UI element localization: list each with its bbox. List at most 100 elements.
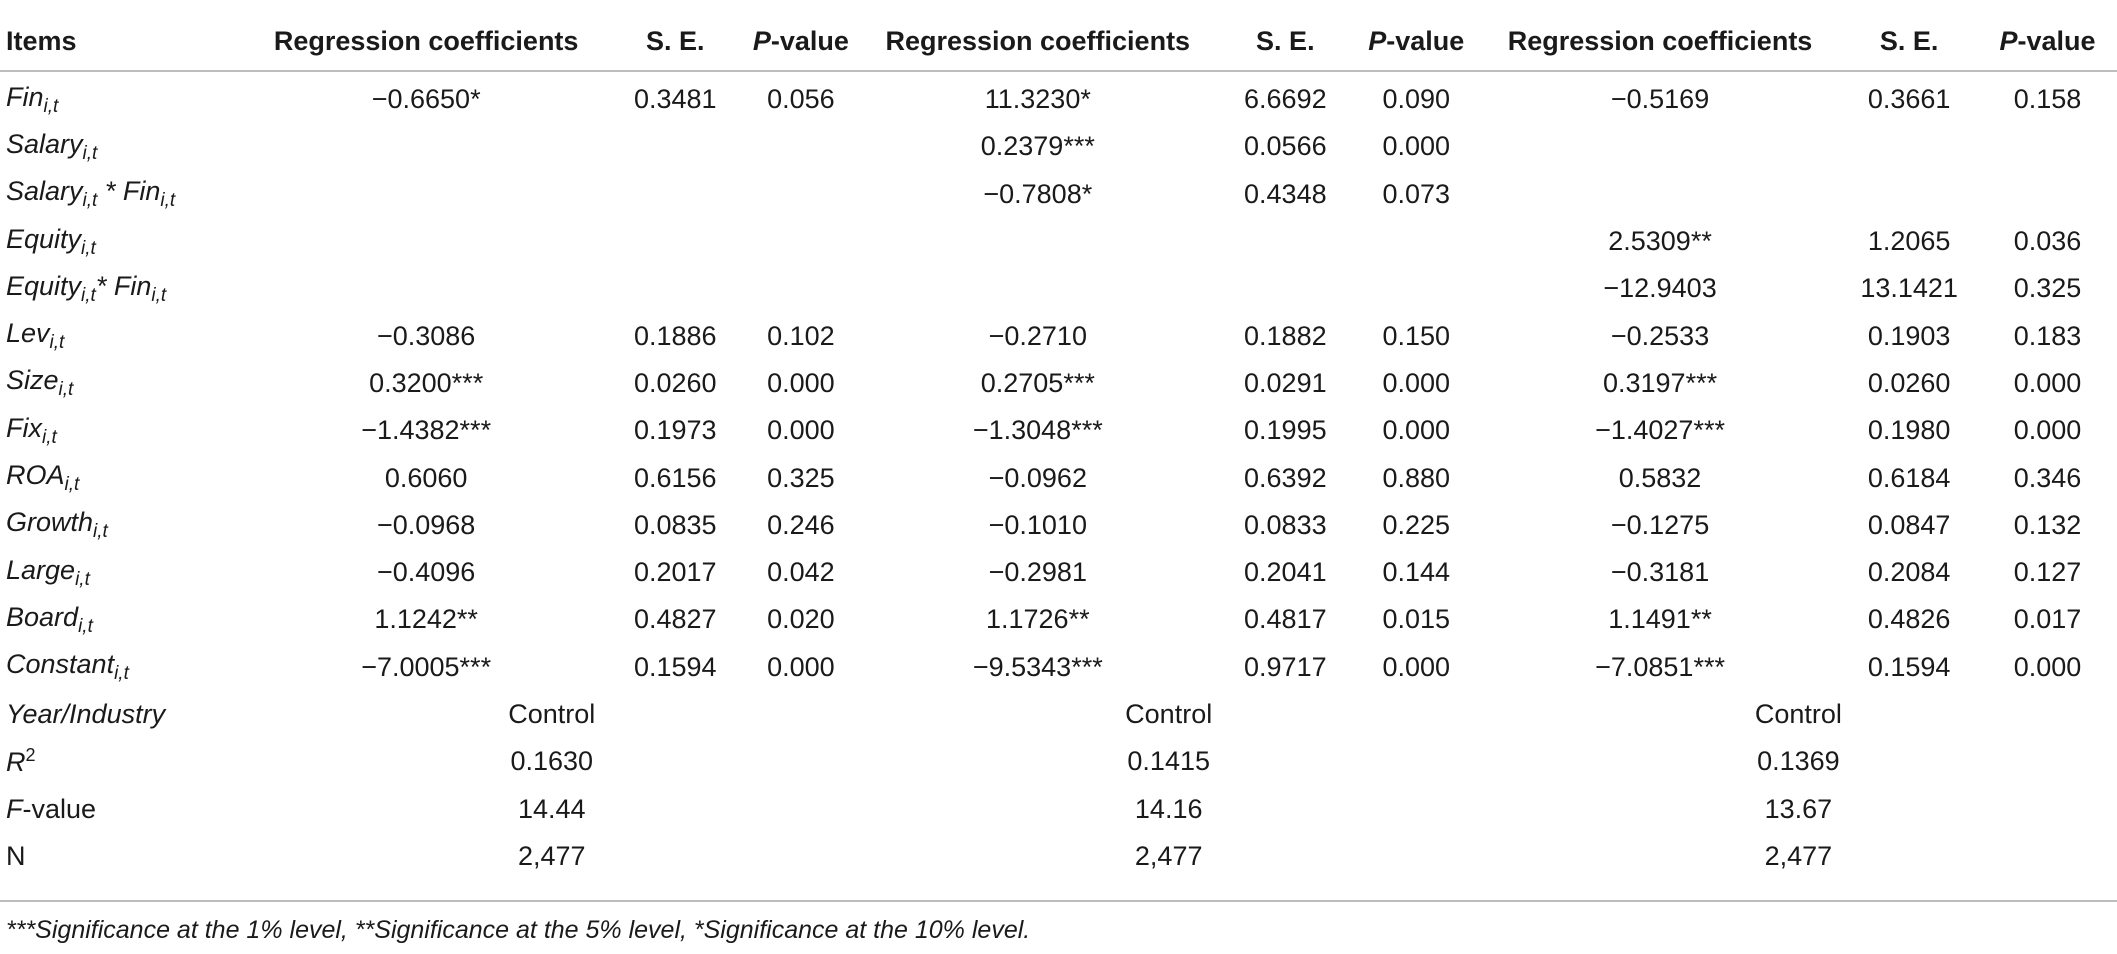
header-p-italic: P (752, 25, 771, 56)
variable-name: Salary (6, 128, 83, 159)
table-row: Equityi,t* Fini,t −12.9403 13.1421 0.325 (0, 265, 2117, 312)
cell-m1-coef (246, 218, 606, 265)
cell-m2-coef: 0.2379*** (980, 131, 1095, 162)
cell-m3-p (1978, 123, 2117, 170)
row-label: Boardi,t (0, 596, 246, 643)
cell-m1-coef: −1.4382*** (361, 415, 492, 446)
table-row: Fini,t −0.6650* 0.3481 0.056 11.3230* 6.6692 0… (0, 71, 2117, 123)
cell-m2-coef: 0.2705*** (980, 367, 1095, 398)
regression-table: Items Regression coefficients S. E. P-va… (0, 12, 2117, 880)
cell-m2-se: 0.0833 (1244, 509, 1327, 540)
cell-m3-coef: 0.5832 (1618, 462, 1702, 493)
cell-m2-coef: −0.1010 (988, 509, 1087, 540)
variable-subscript: i,t (93, 521, 108, 543)
summary-cell-m3: 13.67 (1764, 793, 1833, 824)
table-row: Largei,t −0.4096 0.2017 0.042 −0.2981 0.2041 0… (0, 549, 2117, 596)
cell-m3-p: 0.036 (2013, 226, 2082, 257)
header-coef-1: Regression coefficients (245, 12, 607, 72)
variable-subscript: i,t (78, 615, 93, 637)
cell-m1-se: 0.1973 (633, 415, 717, 446)
summary-cell-m2: Control (1125, 699, 1213, 729)
table-row: ROAi,t 0.6060 0.6156 0.325 −0.0962 0.6392 0.88… (0, 454, 2117, 501)
row-label: Growthi,t (0, 502, 246, 549)
table-body: Fini,t −0.6650* 0.3481 0.056 11.3230* 6.6692 0… (0, 71, 2117, 880)
cell-m1-coef: −0.6650* (371, 84, 481, 115)
cell-m3-se: 0.1903 (1867, 320, 1951, 351)
cell-m2-p: 0.000 (1382, 651, 1451, 682)
row-label: Equityi,t (0, 218, 246, 265)
cell-m3-se (1840, 171, 1978, 218)
summary-cell-m3: 2,477 (1764, 840, 1833, 871)
variable-subscript: i,t (49, 332, 65, 354)
summary-cell-m1: 14.44 (517, 793, 586, 824)
cell-m2-se: 0.9717 (1244, 651, 1327, 682)
cell-m3-p: 0.000 (2013, 415, 2082, 446)
row-label: Fini,t (0, 71, 246, 123)
summary-cell-m2: 14.16 (1134, 793, 1203, 824)
cell-m1-coef: 0.3200*** (369, 367, 484, 398)
cell-m3-se: 0.4826 (1867, 604, 1951, 635)
cell-m3-coef: 0.3197*** (1602, 367, 1718, 398)
summary-row-n: N 2,477 2,477 2,477 (0, 833, 2117, 880)
cell-m1-p (744, 171, 857, 218)
cell-m3-coef: 1.1491** (1608, 604, 1712, 635)
cell-m1-se: 0.4827 (633, 604, 717, 635)
cell-m2-p (1353, 218, 1480, 265)
summary-cell-m2: 0.1415 (1127, 746, 1210, 777)
cell-m3-se: 0.6184 (1867, 462, 1951, 493)
row-label: ROAi,t (0, 454, 246, 501)
table-row: Levi,t −0.3086 0.1886 0.102 −0.2710 0.1882 0.1… (0, 312, 2117, 359)
cell-m1-coef: 0.6060 (384, 462, 468, 493)
cell-m3-se: 0.1594 (1867, 651, 1951, 682)
variable-subscript: i,t (82, 142, 98, 164)
header-se-3: S. E. (1840, 12, 1979, 72)
cell-m3-se: 13.1421 (1860, 273, 1958, 304)
cell-m3-coef: 2.5309** (1608, 226, 1712, 257)
cell-m1-se: 0.0260 (633, 367, 717, 398)
cell-m1-p: 0.000 (767, 415, 835, 446)
header-se-2: S. E. (1218, 12, 1353, 72)
cell-m3-coef: −0.5169 (1610, 84, 1710, 115)
cell-m1-p: 0.056 (767, 84, 835, 115)
table-row: Growthi,t −0.0968 0.0835 0.246 −0.1010 0.0833… (0, 502, 2117, 549)
cell-m3-se: 0.0847 (1867, 509, 1951, 540)
interaction-term: * Fin (95, 270, 152, 301)
cell-m2-p: 0.000 (1382, 131, 1451, 162)
variable-name: ROA (6, 460, 65, 491)
cell-m1-p (744, 265, 857, 312)
variable-subscript: i,t (58, 379, 74, 401)
cell-m2-se: 0.1995 (1244, 415, 1327, 446)
row-label: Sizei,t (0, 360, 246, 407)
table-row: Fixi,t −1.4382*** 0.1973 0.000 −1.3048*** 0.1… (0, 407, 2117, 454)
cell-m1-se: 0.2017 (633, 557, 717, 588)
table-row: Equityi,t 2.5309** 1.2065 0.036 (0, 218, 2117, 265)
cell-m1-coef (246, 265, 606, 312)
interaction-term: * Fin (97, 176, 161, 207)
cell-m3-p: 0.183 (2013, 320, 2082, 351)
variable-name: Size (6, 365, 59, 396)
table-bottom-rule (0, 900, 2117, 902)
cell-m2-se: 0.0291 (1244, 367, 1327, 398)
cell-m3-p: 0.000 (2013, 651, 2082, 682)
cell-m3-p: 0.017 (2013, 604, 2082, 635)
variable-subscript: i,t (81, 237, 96, 259)
summary-row-f-value: F-value 14.44 14.16 13.67 (0, 785, 2117, 832)
cell-m3-se: 1.2065 (1867, 226, 1951, 257)
summary-row-r2: R2 0.1630 0.1415 0.1369 (0, 738, 2117, 785)
variable-subscript: i,t (82, 190, 98, 212)
table-row: Salaryi,t 0.2379*** 0.0566 0.000 (0, 123, 2117, 170)
summary-cell-m1: Control (508, 699, 596, 729)
row-label: Levi,t (0, 312, 246, 359)
cell-m3-coef: −1.4027*** (1595, 415, 1725, 446)
cell-m1-p: 0.000 (767, 367, 835, 398)
cell-m2-p: 0.000 (1382, 367, 1451, 398)
row-label: Year/Industry (0, 691, 246, 738)
variable-name: Lev (6, 318, 50, 349)
variable-subscript: i,t (42, 426, 57, 448)
row-label: Largei,t (0, 549, 246, 596)
row-label-rest: -value (22, 793, 97, 824)
header-p-rest: -value (770, 25, 849, 56)
cell-m2-se: 0.2041 (1244, 557, 1327, 588)
cell-m2-coef: 1.1726** (985, 604, 1090, 635)
row-label: R2 (0, 738, 246, 785)
